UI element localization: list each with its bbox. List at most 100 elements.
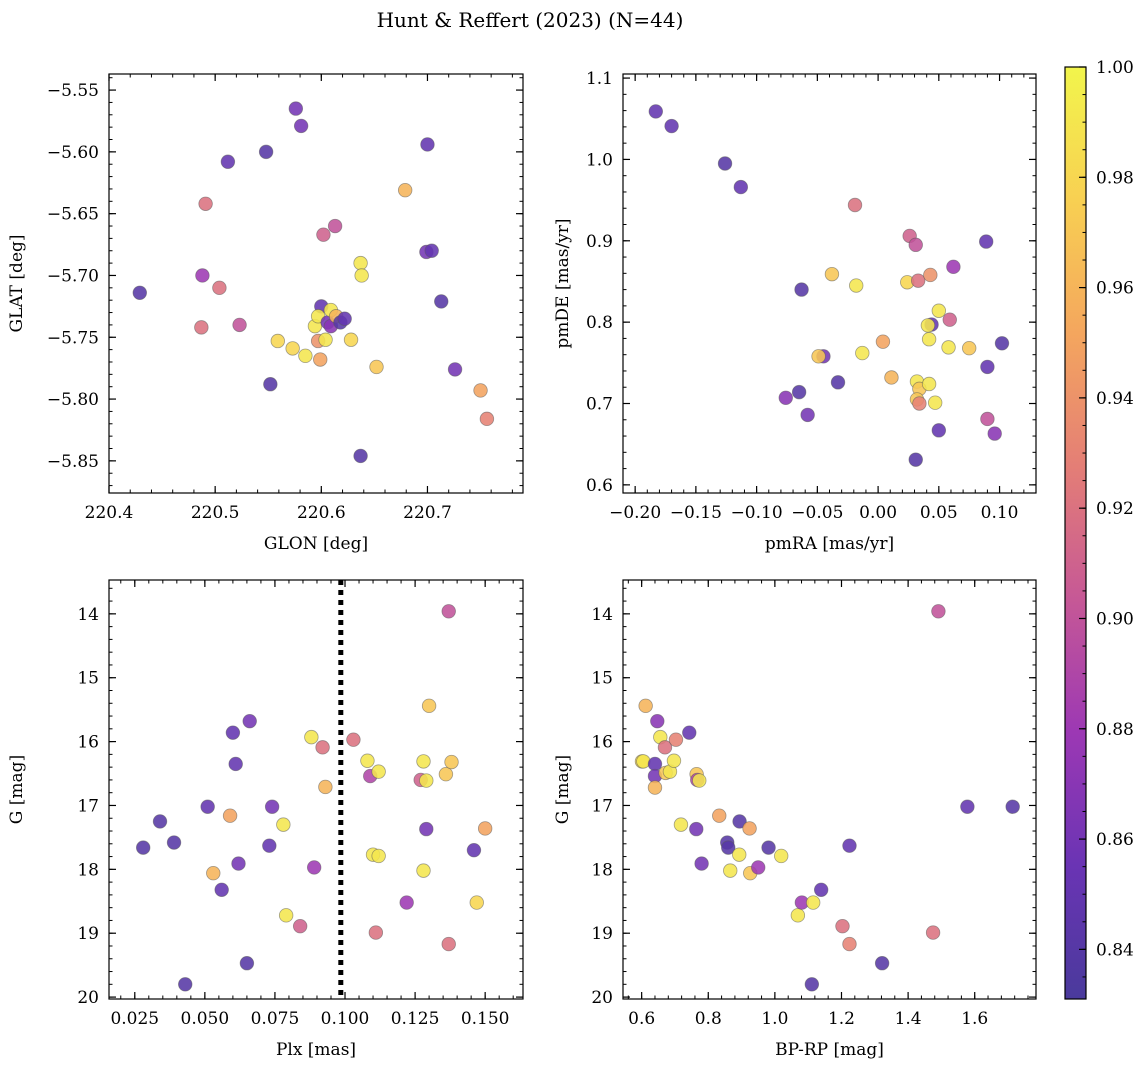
y-tick-label: 16 [77, 733, 99, 753]
data-point [232, 317, 247, 333]
data-point [650, 713, 665, 729]
x-tick-label: 1.4 [895, 1009, 922, 1029]
data-point [337, 311, 352, 326]
y-tick-label: 0.9 [586, 232, 613, 252]
data-point [424, 243, 439, 258]
data-point [733, 179, 749, 195]
data-point [717, 156, 733, 171]
data-point [315, 740, 330, 755]
data-point [925, 925, 941, 940]
y-tick-label: 0.8 [586, 313, 613, 333]
x-tick-label: 0.100 [321, 1009, 370, 1029]
y-tick-label: 0.6 [586, 476, 613, 496]
colorbar-tick-label: 0.84 [1096, 940, 1134, 960]
data-point [648, 104, 663, 119]
data-point [751, 860, 766, 875]
data-point [920, 318, 936, 333]
data-point [397, 182, 413, 198]
data-point [178, 977, 193, 992]
data-point [908, 452, 923, 467]
y-tick-label: 0.7 [586, 395, 613, 415]
data-point [987, 426, 1002, 441]
data-point [416, 754, 431, 769]
data-point [292, 918, 308, 934]
data-point [354, 268, 369, 283]
y-tick-label: −5.55 [47, 81, 99, 101]
data-point [742, 821, 757, 836]
data-point [419, 821, 434, 837]
data-point [318, 332, 333, 347]
data-point [811, 349, 826, 364]
data-point [638, 698, 653, 714]
y-axis-label: G [mag] [553, 755, 573, 824]
data-point [657, 740, 673, 755]
x-tick-label: 1.2 [828, 1009, 855, 1029]
data-point [666, 753, 682, 768]
data-point [910, 273, 926, 288]
data-point [285, 341, 300, 356]
x-tick-label: 0.125 [391, 1009, 440, 1029]
data-point [682, 725, 697, 740]
data-point [673, 817, 689, 832]
y-tick-label: 15 [77, 669, 99, 689]
x-tick-label: 1.6 [961, 1009, 988, 1029]
data-point [794, 282, 809, 297]
data-point [278, 908, 294, 923]
data-point [371, 764, 386, 779]
y-tick-label: −5.85 [47, 452, 99, 472]
data-point [647, 756, 663, 772]
y-tick-label: 20 [591, 988, 613, 1008]
x-tick-label: −0.15 [670, 503, 722, 523]
panel-glon-glat: 220.4 220.5 220.6 220.7 −5.55 −5.60 −5.65 −5.70… [7, 73, 524, 554]
x-tick-label: 0.8 [695, 1009, 722, 1029]
data-point [941, 340, 956, 355]
y-tick-label: 15 [591, 669, 613, 689]
data-point [399, 895, 414, 910]
data-point [849, 278, 864, 293]
data-point [774, 848, 789, 864]
data-point [824, 266, 840, 282]
axes-frame [108, 73, 524, 494]
x-tick-label: 220.4 [85, 503, 134, 523]
data-point [842, 936, 857, 952]
data-point [346, 732, 361, 747]
data-point [980, 359, 995, 375]
x-tick-label: 220.6 [297, 503, 346, 523]
data-point [195, 268, 210, 283]
data-point [135, 840, 151, 855]
data-point [847, 197, 863, 213]
data-point [761, 840, 776, 855]
data-point [1005, 799, 1020, 814]
y-tick-label: −5.80 [47, 390, 99, 410]
x-tick-label: −0.20 [609, 503, 661, 523]
data-point [228, 756, 243, 772]
x-tick-label: 0.025 [110, 1009, 159, 1029]
colorbar-gradient [1065, 67, 1086, 999]
data-point [441, 604, 456, 619]
data-point [921, 376, 937, 392]
data-point [842, 838, 857, 853]
panel-pmra-pmde: −0.20 −0.15 −0.10 −0.05 0.00 0.05 0.10 0.6 0.7 0.… [553, 69, 1037, 554]
data-point [942, 312, 957, 327]
data-point [469, 895, 484, 910]
data-point [931, 604, 946, 619]
data-point [855, 345, 870, 361]
y-tick-label: 17 [591, 796, 613, 816]
data-point [694, 856, 709, 871]
data-point [353, 448, 368, 464]
y-tick-label: 14 [591, 605, 613, 625]
data-point [664, 118, 679, 134]
data-point [420, 137, 435, 152]
data-point [270, 333, 285, 349]
data-point [712, 808, 727, 823]
data-point [804, 977, 820, 992]
data-point [152, 814, 168, 829]
data-point [800, 407, 815, 423]
data-point [327, 218, 343, 234]
data-point [231, 856, 246, 871]
data-point [921, 332, 937, 347]
data-point [732, 847, 747, 862]
data-point [692, 773, 707, 788]
colorbar-tick-label: 0.98 [1096, 168, 1134, 188]
